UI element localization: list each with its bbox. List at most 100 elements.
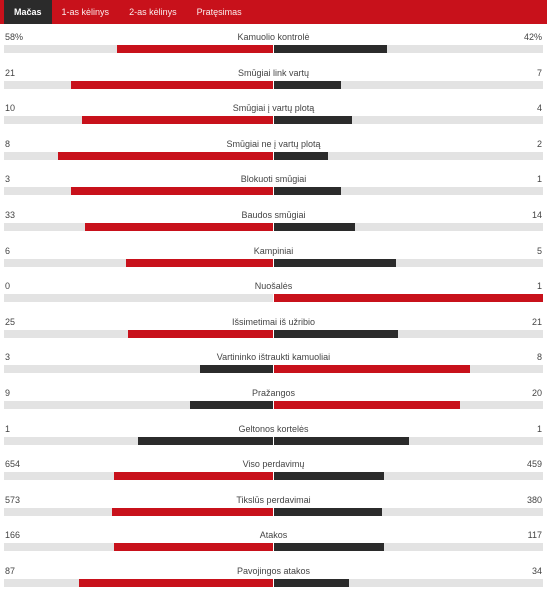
home-value: 3 — [5, 352, 11, 363]
away-value: 34 — [531, 565, 542, 576]
away-value: 4 — [536, 103, 542, 114]
stat-label: Viso perdavimų — [242, 459, 305, 470]
stat-label: Blokuoti smūgiai — [240, 174, 307, 185]
away-bar-fill — [274, 258, 396, 267]
stat-row: 10 Smūgiai į vartų plotą 4 — [0, 98, 547, 134]
away-value: 8 — [536, 352, 542, 363]
stat-label: Pavojingos atakos — [236, 565, 311, 576]
away-bar-fill — [274, 45, 387, 53]
away-value: 459 — [526, 459, 542, 470]
away-value: 42% — [523, 32, 542, 42]
stat-label: Baudos smūgiai — [241, 209, 306, 220]
home-bar-fill — [190, 400, 273, 409]
away-bar-track — [274, 222, 543, 231]
away-bar-track — [274, 400, 543, 409]
away-value: 7 — [536, 67, 542, 78]
home-value: 87 — [5, 565, 16, 576]
away-bar-fill — [274, 543, 384, 552]
home-bar-fill — [112, 507, 273, 516]
away-bar-track — [274, 116, 543, 125]
home-bar-track — [4, 578, 273, 587]
away-bar-fill — [274, 578, 349, 587]
away-bar-fill — [274, 400, 460, 409]
away-value: 1 — [536, 174, 542, 185]
stat-label: Atakos — [259, 530, 288, 541]
away-value: 380 — [526, 494, 542, 505]
away-bar-track — [274, 187, 543, 196]
away-bar-track — [274, 258, 543, 267]
away-bar-track — [274, 329, 543, 338]
home-value: 58% — [5, 32, 24, 42]
away-value: 21 — [531, 316, 542, 327]
home-bar-track — [4, 187, 273, 196]
stat-label: Geltonos kortelės — [238, 423, 309, 434]
stat-row: 21 Smūgiai link vartų 7 — [0, 63, 547, 99]
away-value: 5 — [536, 245, 542, 256]
away-bar-fill — [274, 116, 352, 125]
home-value: 6 — [5, 245, 11, 256]
stat-label: Išsimetimai iš užribio — [231, 316, 316, 327]
home-bar-fill — [117, 45, 273, 53]
home-bar-track — [4, 222, 273, 231]
tab-second-half[interactable]: 2-as kėlinys — [129, 7, 177, 17]
stat-label: Pražangos — [251, 387, 296, 398]
home-bar-track — [4, 507, 273, 516]
home-value: 10 — [5, 103, 16, 114]
stat-row: 8 Smūgiai ne į vartų plotą 2 — [0, 134, 547, 170]
tab-extra-time[interactable]: Pratęsimas — [196, 7, 242, 17]
home-bar-track — [4, 543, 273, 552]
home-value: 1 — [5, 423, 11, 434]
away-value: 14 — [531, 209, 542, 220]
home-bar-track — [4, 400, 273, 409]
home-bar-fill — [200, 365, 273, 374]
stat-row: 9 Pražangos 20 — [0, 383, 547, 419]
home-bar-fill — [114, 472, 273, 481]
stat-label: Tikslūs perdavimai — [236, 494, 311, 505]
home-bar-track — [4, 80, 273, 89]
home-bar-track — [4, 151, 273, 160]
stat-row: 3 Vartininko ištraukti kamuoliai 8 — [0, 347, 547, 383]
home-bar-fill — [71, 80, 273, 89]
away-bar-track — [274, 151, 543, 160]
home-bar-fill — [85, 222, 273, 231]
away-bar-fill — [274, 187, 341, 196]
stat-label: Kamuolio kontrolė — [237, 32, 310, 42]
home-bar-track — [4, 258, 273, 267]
stat-row: 166 Atakos 117 — [0, 525, 547, 561]
away-value: 1 — [536, 281, 542, 292]
stat-row: 6 Kampiniai 5 — [0, 241, 547, 277]
stat-row: 87 Pavojingos atakos 34 — [0, 561, 547, 597]
tab-first-half[interactable]: 1-as kėlinys — [61, 7, 110, 17]
away-bar-fill — [274, 365, 470, 374]
stat-label: Nuošalės — [254, 281, 293, 292]
stat-row: 573 Tikslūs perdavimai 380 — [0, 490, 547, 526]
stat-row: 25 Išsimetimai iš užribio 21 — [0, 312, 547, 348]
home-bar-track — [4, 294, 273, 303]
away-bar-fill — [274, 329, 398, 338]
stat-row: 1 Geltonos kortelės 1 — [0, 419, 547, 455]
stat-label: Smūgiai link vartų — [237, 67, 310, 78]
home-bar-track — [4, 45, 273, 53]
away-bar-track — [274, 507, 543, 516]
home-bar-fill — [128, 329, 273, 338]
away-bar-fill — [274, 222, 355, 231]
stat-row: 58% Kamuolio kontrolė 42% — [0, 27, 547, 63]
home-bar-fill — [114, 543, 273, 552]
home-value: 33 — [5, 209, 16, 220]
away-value: 20 — [531, 387, 542, 398]
home-value: 3 — [5, 174, 11, 185]
match-stats-list: 58% Kamuolio kontrolė 42% 21 Smūgiai link va… — [0, 27, 547, 597]
tab-match[interactable]: Mačas — [4, 0, 52, 24]
away-bar-fill — [274, 151, 328, 160]
period-tab-bar: Mačas 1-as kėlinys 2-as kėlinys Pratęsim… — [0, 0, 547, 24]
home-value: 25 — [5, 316, 16, 327]
away-bar-track — [274, 80, 543, 89]
home-value: 573 — [5, 494, 21, 505]
home-bar-fill — [58, 151, 273, 160]
stat-row: 654 Viso perdavimų 459 — [0, 454, 547, 490]
away-value: 117 — [527, 530, 542, 541]
home-value: 654 — [5, 459, 21, 470]
stat-row: 33 Baudos smūgiai 14 — [0, 205, 547, 241]
home-value: 166 — [5, 530, 21, 541]
away-bar-track — [274, 436, 543, 445]
